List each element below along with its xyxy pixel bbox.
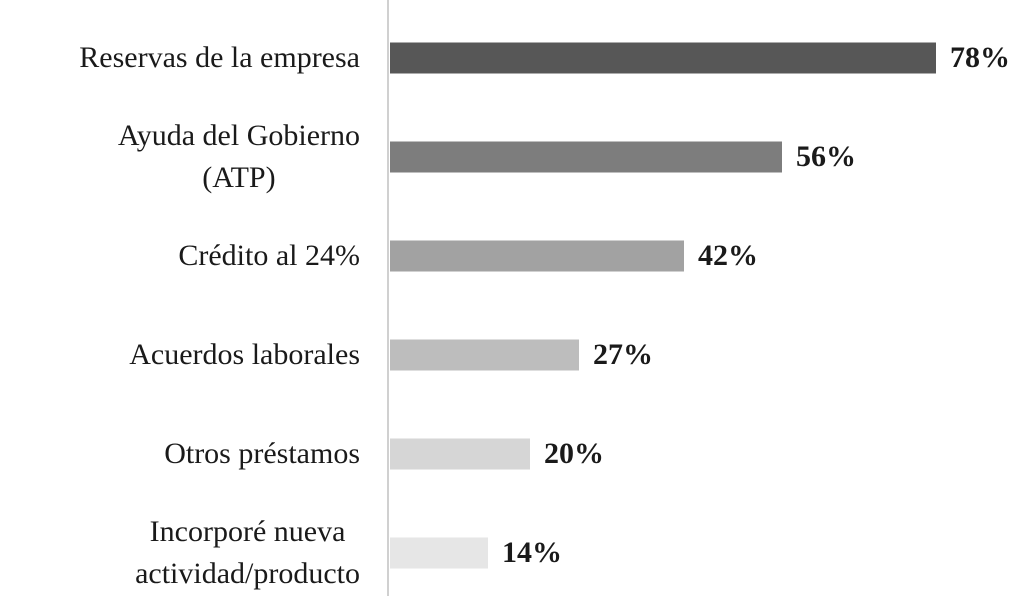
bar [390, 438, 530, 470]
bar [390, 141, 782, 173]
bar [390, 42, 936, 74]
value-label: 42% [698, 239, 758, 272]
category-label: Crédito al 24% [178, 239, 360, 272]
category-label: Ayuda del Gobierno (ATP) [117, 119, 360, 194]
bar [390, 537, 488, 569]
category-label: Acuerdos laborales [129, 338, 360, 371]
value-label: 78% [950, 41, 1010, 74]
bar [390, 339, 579, 371]
value-label: 14% [502, 536, 562, 569]
value-label: 20% [544, 437, 604, 470]
axis-line [387, 0, 389, 596]
category-label: Otros préstamos [164, 437, 360, 470]
value-label: 27% [593, 338, 653, 371]
category-label: Incorporé nueva actividad/producto [135, 515, 360, 590]
category-label: Reservas de la empresa [79, 41, 360, 74]
bar [390, 240, 684, 272]
value-label: 56% [796, 140, 856, 173]
